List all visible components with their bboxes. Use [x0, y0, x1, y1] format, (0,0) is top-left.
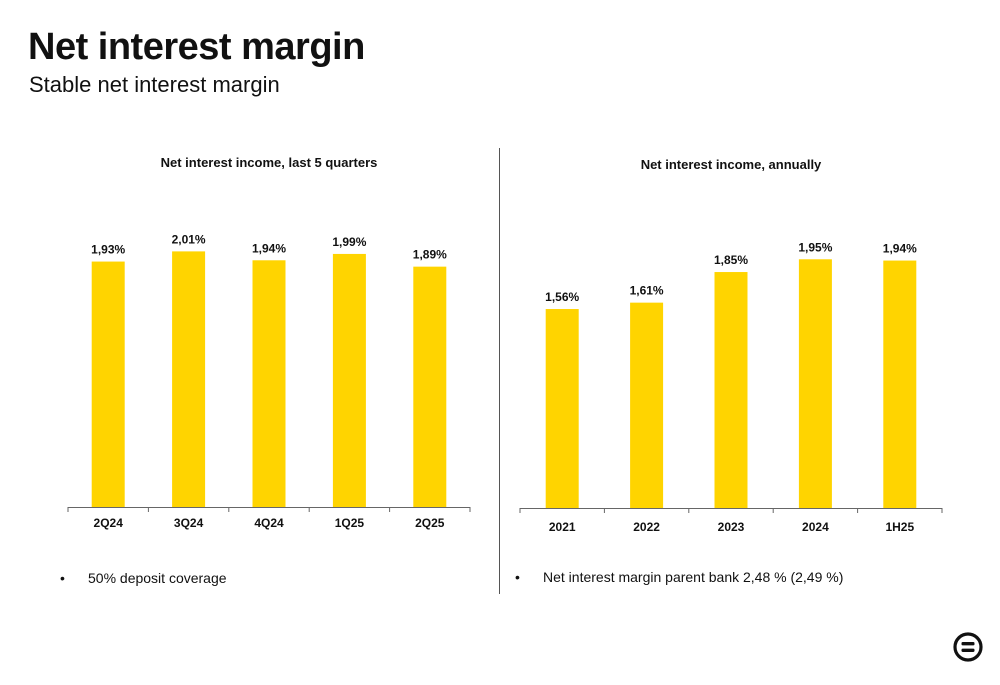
- quarterly-data-label: 1,94%: [252, 241, 286, 255]
- annual-category-label: 2022: [633, 520, 660, 534]
- annual-data-label: 1,85%: [714, 253, 748, 267]
- bullet-deposit-coverage: • 50% deposit coverage: [60, 570, 227, 586]
- quarterly-bar-1q25: [332, 253, 366, 507]
- annual-bar-1h25: [883, 260, 917, 508]
- quarterly-bar-4q24: [252, 260, 286, 507]
- annual-bar-2024: [798, 259, 832, 508]
- quarterly-data-label: 1,89%: [413, 248, 447, 262]
- quarterly-category-label: 3Q24: [174, 516, 204, 530]
- quarterly-chart-title: Net interest income, last 5 quarters: [161, 155, 378, 170]
- annual-data-label: 1,95%: [798, 240, 832, 254]
- quarterly-category-label: 2Q25: [415, 516, 445, 530]
- quarterly-data-label: 1,93%: [91, 243, 125, 257]
- page-title: Net interest margin: [28, 26, 365, 68]
- annual-category-label: 2023: [718, 520, 745, 534]
- annual-bar-2023: [714, 272, 748, 508]
- bullet-text: Net interest margin parent bank 2,48 % (…: [543, 569, 844, 585]
- quarterly-bar-2q24: [91, 261, 125, 507]
- annual-data-label: 1,94%: [883, 242, 917, 256]
- page-subtitle: Stable net interest margin: [29, 72, 280, 97]
- annual-data-label: 1,56%: [545, 290, 579, 304]
- annual-data-label: 1,61%: [630, 284, 664, 298]
- annual-category-label: 2021: [549, 520, 576, 534]
- quarterly-bar-3q24: [172, 251, 206, 507]
- bullet-marker: •: [515, 569, 520, 585]
- bullet-text: 50% deposit coverage: [88, 570, 227, 586]
- quarterly-category-label: 4Q24: [254, 516, 284, 530]
- quarterly-bar-2q25: [413, 266, 447, 507]
- quarterly-data-label: 2,01%: [172, 232, 206, 246]
- quarterly-category-label: 2Q24: [94, 516, 124, 530]
- brand-logo-icon: [953, 632, 983, 662]
- bullet-parent-bank-margin: • Net interest margin parent bank 2,48 %…: [515, 569, 843, 585]
- annual-bar-2022: [630, 302, 664, 508]
- annual-bar-2021: [545, 309, 579, 508]
- bullet-marker: •: [60, 570, 65, 586]
- annual-category-label: 2024: [802, 520, 829, 534]
- quarterly-category-label: 1Q25: [335, 516, 365, 530]
- annual-chart-title: Net interest income, annually: [641, 157, 822, 172]
- quarterly-data-label: 1,99%: [332, 235, 366, 249]
- chart-divider: [499, 148, 500, 594]
- annual-category-label: 1H25: [885, 520, 914, 534]
